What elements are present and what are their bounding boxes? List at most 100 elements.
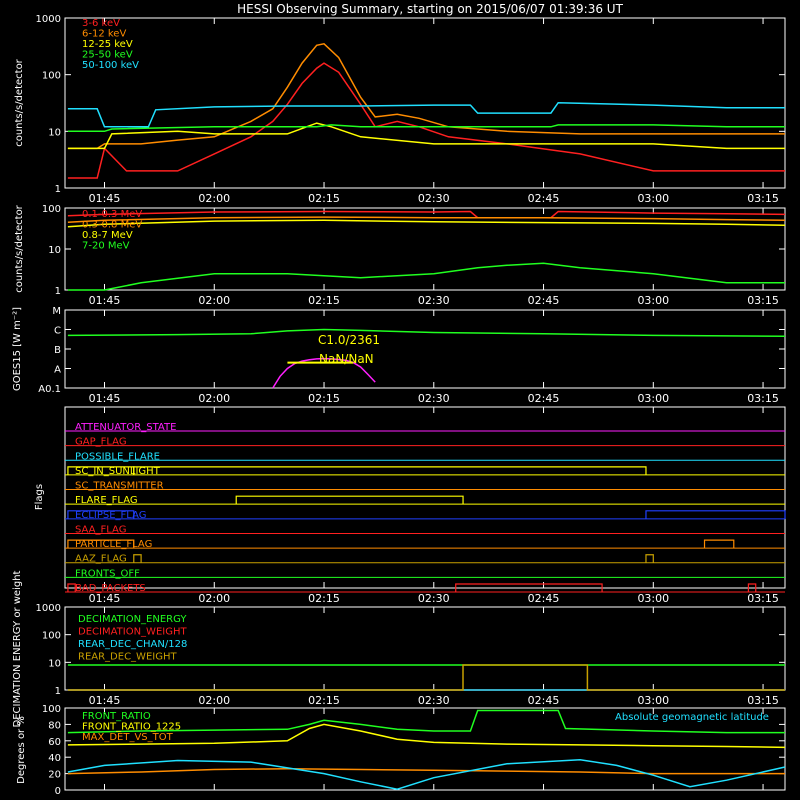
series-line-1-1 — [67, 216, 786, 223]
x-tick-label: 02:45 — [528, 592, 560, 605]
panel-photon-rates: 01:45 02:00 02:15 02:30 02:45 03:00 03:15 1 10 10… — [14, 14, 786, 205]
y-axis-label: Degrees or % — [16, 716, 27, 784]
legend-entry: 0.8-7 MeV — [82, 230, 133, 241]
x-tick-label: 02:45 — [528, 392, 560, 405]
y-tick-label: A0.1 — [38, 384, 61, 395]
y-axis-label: Flags — [34, 484, 45, 510]
y-tick-label: 100 — [42, 704, 61, 715]
y-tick-label: C — [54, 326, 61, 337]
x-tick-label: 02:45 — [528, 294, 560, 307]
y-tick-label: 10 — [48, 658, 61, 669]
series-line-0-0 — [67, 62, 785, 179]
y-tick-label: 10 — [48, 245, 61, 256]
x-tick-label: 02:30 — [418, 592, 450, 605]
series-line-4-3 — [67, 664, 785, 691]
y-tick-label: 1000 — [36, 14, 61, 25]
goes-annotation: NaN/NaN — [319, 352, 374, 366]
flag-label: FRONTS_OFF — [75, 568, 140, 579]
panel-ratios: 0 20 40 60 80 100 FRONT_RATIOFRONT_RATIO_1225M… — [16, 704, 786, 797]
panel-particle-rates: 01:45 02:00 02:15 02:30 02:45 03:00 03:15 1 10 10… — [14, 204, 786, 307]
y-tick-label: 80 — [48, 720, 61, 731]
flag-label: PARTICLE_FLAG — [75, 539, 152, 550]
flag-label: ATTENUATOR_STATE — [75, 422, 176, 433]
y-axis-label: DECIMATION ENERGY or weight — [12, 570, 23, 727]
legend-entry: FRONT_RATIO_1225 — [82, 722, 181, 733]
x-tick-label: 02:15 — [308, 192, 340, 205]
flag-label: SC_IN_SUNLIGHT — [75, 466, 161, 477]
legend-entry: 12-25 keV — [82, 39, 133, 50]
x-tick-label: 02:15 — [308, 694, 340, 707]
series-line-5-3 — [67, 758, 786, 790]
x-tick-label: 02:30 — [418, 192, 450, 205]
panel-flags: 01:45 02:00 02:15 02:30 02:45 03:00 03:15 ATTEN… — [34, 406, 786, 605]
x-tick-label: 01:45 — [89, 694, 121, 707]
x-tick-label: 02:45 — [528, 192, 560, 205]
series-line-1-2 — [67, 219, 786, 228]
series-line-0-2 — [67, 122, 785, 150]
latitude-annotation: Absolute geomagnetic latitude — [615, 712, 769, 723]
x-tick-label: 01:45 — [89, 592, 121, 605]
x-tick-label: 02:15 — [308, 592, 340, 605]
x-tick-label: 02:30 — [418, 294, 450, 307]
x-tick-label: 03:15 — [747, 192, 779, 205]
x-tick-label: 03:15 — [747, 694, 779, 707]
panel-frame — [64, 406, 786, 589]
flag-on-segment — [703, 539, 735, 549]
x-tick-label: 02:15 — [308, 392, 340, 405]
x-tick-label: 01:45 — [89, 192, 121, 205]
y-tick-label: 20 — [48, 770, 61, 781]
x-tick-label: 01:45 — [89, 392, 121, 405]
panel-goes: 01:45 02:00 02:15 02:30 02:45 03:00 03:15 A0.1 A… — [12, 306, 786, 405]
series-line-1-3 — [67, 262, 785, 291]
legend-entry: 7-20 MeV — [82, 241, 130, 252]
x-tick-label: 03:00 — [637, 192, 669, 205]
y-tick-label: 100 — [42, 204, 61, 215]
x-tick-label: 03:00 — [637, 392, 669, 405]
legend-entry: 0.1-0.3 MeV — [82, 209, 142, 220]
legend-entry: REAR_DEC_WEIGHT — [78, 652, 177, 663]
y-tick-label: 40 — [48, 753, 61, 764]
flag-label: SC_TRANSMITTER — [75, 481, 164, 492]
y-tick-label: 1000 — [36, 603, 61, 614]
panel-decimation: 01:45 02:00 02:15 02:30 02:45 03:00 03:15 1 10 10… — [12, 570, 786, 727]
legend-entry: 25-50 keV — [82, 50, 133, 61]
flag-label: AAZ_FLAG — [75, 554, 127, 565]
series-line-5-1 — [67, 723, 786, 749]
x-tick-label: 03:15 — [747, 592, 779, 605]
series-line-0-4 — [67, 101, 785, 128]
y-tick-label: 1 — [55, 184, 61, 195]
x-tick-label: 03:00 — [637, 294, 669, 307]
y-axis-label: GOES15 [W m⁻²] — [12, 307, 23, 391]
y-tick-label: 1 — [55, 686, 61, 697]
legend-entry: 6-12 keV — [82, 29, 126, 40]
x-tick-label: 02:30 — [418, 392, 450, 405]
flag-on-segment — [747, 583, 757, 592]
flag-label: SAA_FLAG — [75, 524, 126, 535]
flag-on-segment — [235, 495, 464, 505]
y-tick-label: A — [54, 365, 61, 376]
flag-label: BAD_PACKETS — [75, 583, 146, 594]
flag-on-segment — [67, 539, 135, 549]
legend-entry: DECIMATION_WEIGHT — [78, 627, 187, 638]
series-line-1-0 — [67, 210, 786, 219]
plot-title: HESSI Observing Summary, starting on 201… — [237, 2, 623, 16]
panels: 01:45 02:00 02:15 02:30 02:45 03:00 03:1511010… — [12, 14, 786, 797]
series-line-0-3 — [67, 124, 785, 133]
x-tick-label: 03:15 — [747, 392, 779, 405]
flag-on-segment — [455, 583, 603, 592]
x-tick-label: 03:00 — [637, 592, 669, 605]
series-line-2-1 — [272, 357, 376, 389]
flag-on-segment — [133, 466, 647, 475]
panel-frame — [64, 17, 786, 189]
legend-entry: 3-6 keV — [82, 18, 120, 29]
flag-label: ECLIPSE_FLAG — [75, 510, 146, 521]
y-tick-label: 0 — [55, 786, 61, 797]
x-tick-label: 02:00 — [198, 392, 230, 405]
flag-on-segment — [645, 554, 654, 563]
y-tick-label: 100 — [42, 71, 61, 82]
flag-on-segment — [67, 510, 135, 519]
x-tick-label: 01:45 — [89, 294, 121, 307]
panel-frame — [64, 707, 786, 791]
legend-entry: FRONT_RATIO — [82, 711, 151, 722]
series-line-5-0 — [67, 709, 785, 734]
